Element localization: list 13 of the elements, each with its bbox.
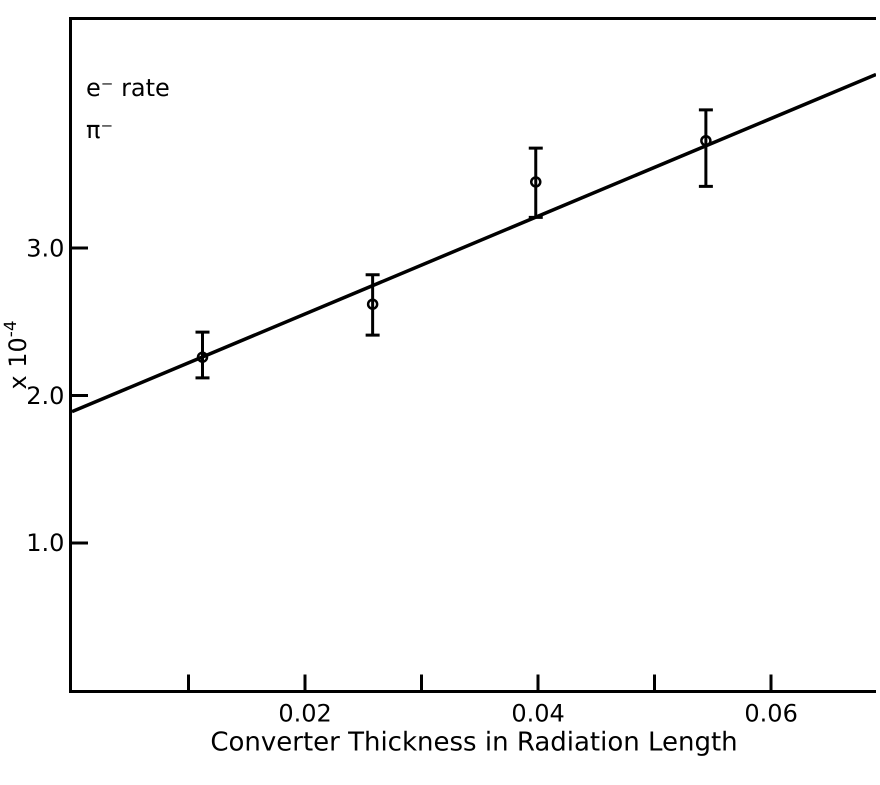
y-tick-label: 1.0	[26, 529, 64, 558]
point	[530, 176, 542, 188]
annotation: π⁻	[86, 116, 114, 144]
annotation: e⁻ rate	[86, 74, 170, 102]
point	[196, 351, 208, 363]
point	[700, 135, 712, 146]
y-tick-label: 2.0	[26, 382, 64, 410]
x-tick-label: 0.04	[511, 700, 565, 728]
point	[366, 298, 378, 310]
y-tick-label: 3.0	[26, 234, 64, 263]
x-axis-title: Converter Thickness in Radiation Length	[210, 728, 738, 758]
x-tick-label: 0.02	[278, 700, 332, 728]
x-tick-label: 0.06	[744, 700, 798, 728]
